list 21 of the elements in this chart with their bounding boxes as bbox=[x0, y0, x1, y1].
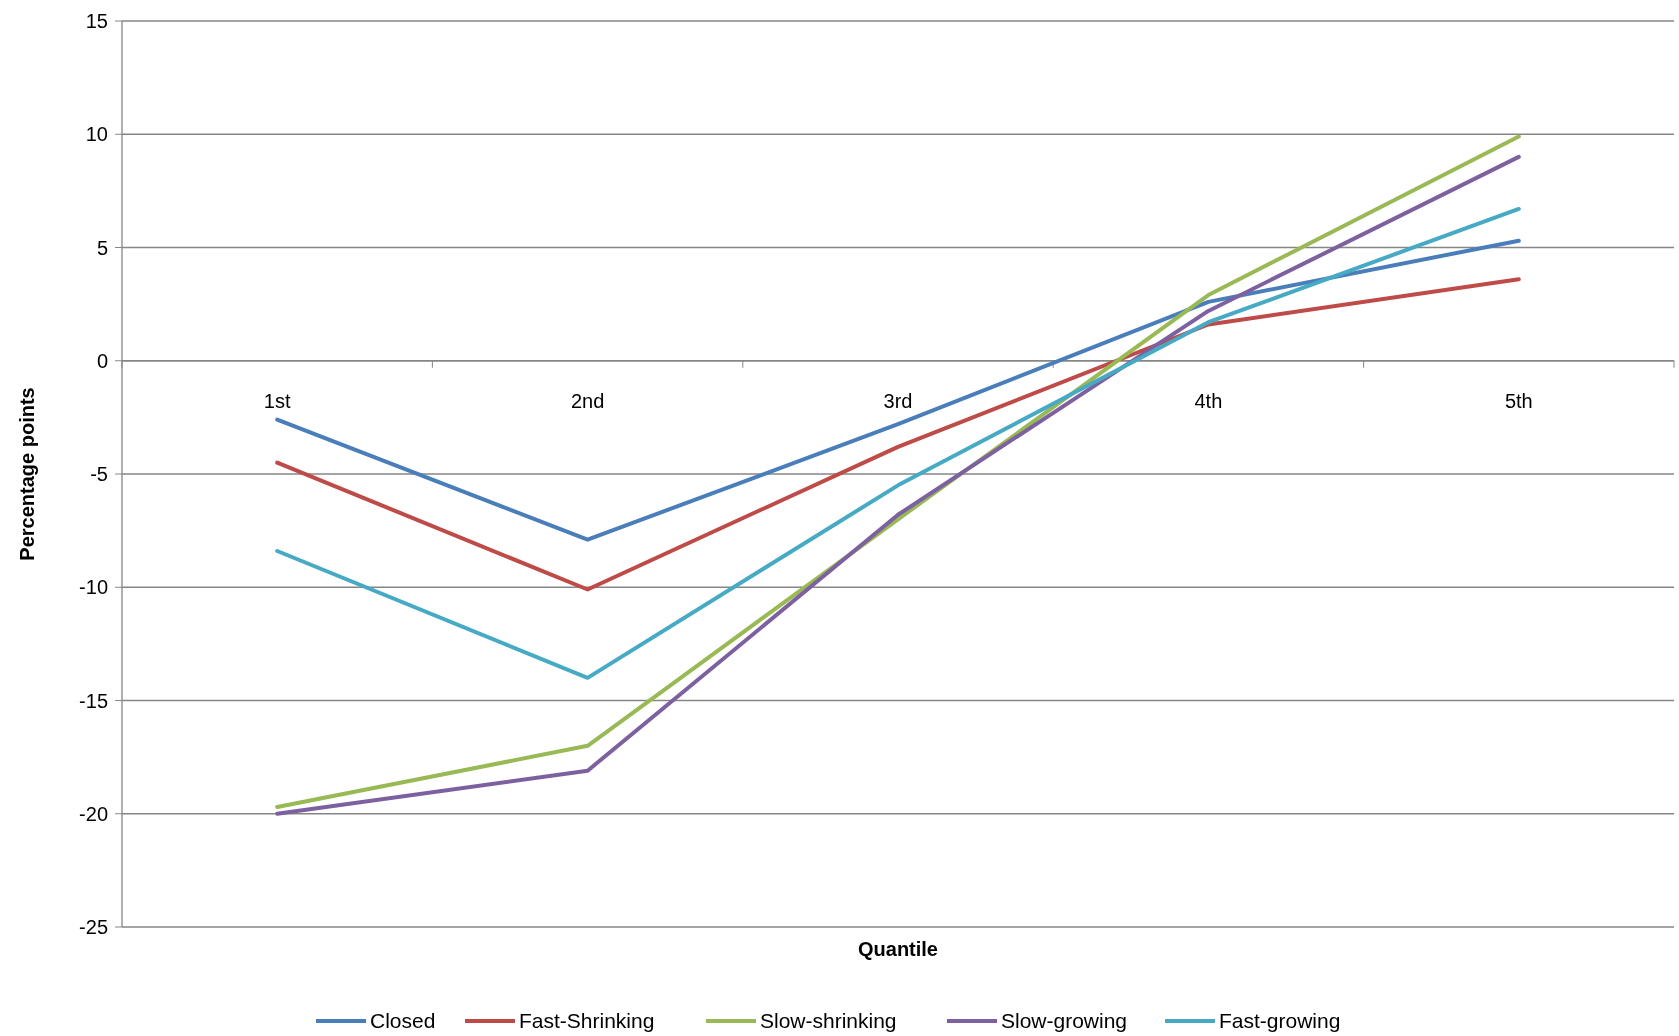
y-tick-label: 10 bbox=[85, 123, 108, 146]
y-tick-label: -10 bbox=[79, 576, 108, 599]
y-tick-label: -15 bbox=[79, 689, 108, 712]
y-tick-label: -20 bbox=[79, 802, 108, 825]
legend-label: Slow-growing bbox=[1001, 1009, 1128, 1033]
y-tick-label: 0 bbox=[96, 349, 108, 372]
x-tick-label: 4th bbox=[1194, 389, 1223, 412]
y-tick-label: 15 bbox=[85, 10, 108, 32]
x-tick-label: 5th bbox=[1504, 389, 1533, 412]
y-tick-label: 5 bbox=[96, 236, 108, 259]
legend-label: Fast-Shrinking bbox=[519, 1009, 655, 1033]
y-tick-label: -25 bbox=[79, 916, 108, 938]
x-tick-label: 1st bbox=[263, 389, 291, 412]
legend-label: Slow-shrinking bbox=[760, 1009, 897, 1033]
y-axis-title: Percentage points bbox=[16, 387, 38, 561]
x-tick-label: 3rd bbox=[883, 389, 913, 412]
legend-label: Closed bbox=[370, 1009, 436, 1033]
y-tick-label: -5 bbox=[90, 463, 108, 485]
x-tick-label: 2nd bbox=[570, 389, 605, 412]
x-axis-title: Quantile bbox=[857, 938, 939, 960]
legend-label: Fast-growing bbox=[1219, 1009, 1341, 1033]
